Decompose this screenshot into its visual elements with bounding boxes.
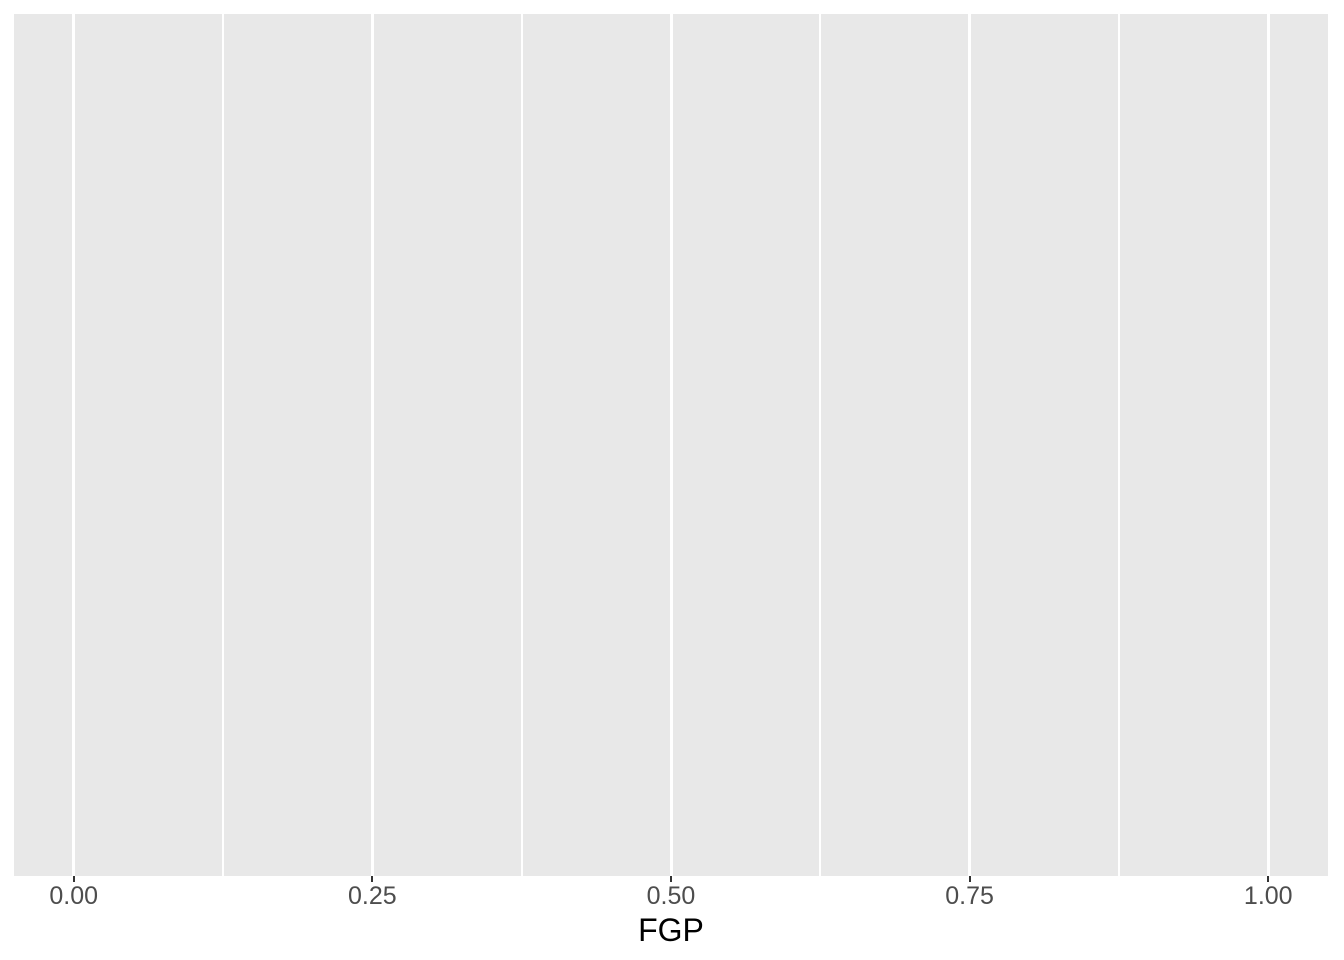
- x-tick-mark: [968, 876, 971, 882]
- x-tick-label: 0.50: [646, 882, 696, 910]
- x-minor-gridline: [819, 14, 822, 876]
- x-tick-label: 0.75: [945, 882, 994, 910]
- x-minor-gridline: [1117, 14, 1120, 876]
- x-tick-mark: [371, 876, 374, 882]
- x-major-gridline: [968, 14, 972, 876]
- x-tick-mark: [670, 876, 672, 882]
- x-major-gridline: [72, 14, 76, 876]
- x-minor-gridline: [222, 14, 225, 876]
- x-major-gridline: [669, 14, 673, 876]
- x-major-gridline: [370, 14, 374, 876]
- x-tick-label: 0.25: [348, 882, 397, 910]
- x-axis-title: FGP: [638, 912, 704, 948]
- plot-panel: [14, 14, 1328, 876]
- x-tick-mark: [1267, 876, 1270, 882]
- x-minor-gridline: [520, 14, 523, 876]
- x-tick-label: 0.00: [49, 882, 99, 910]
- x-tick-mark: [72, 876, 75, 882]
- x-tick-label: 1.00: [1243, 882, 1293, 910]
- x-major-gridline: [1266, 14, 1270, 876]
